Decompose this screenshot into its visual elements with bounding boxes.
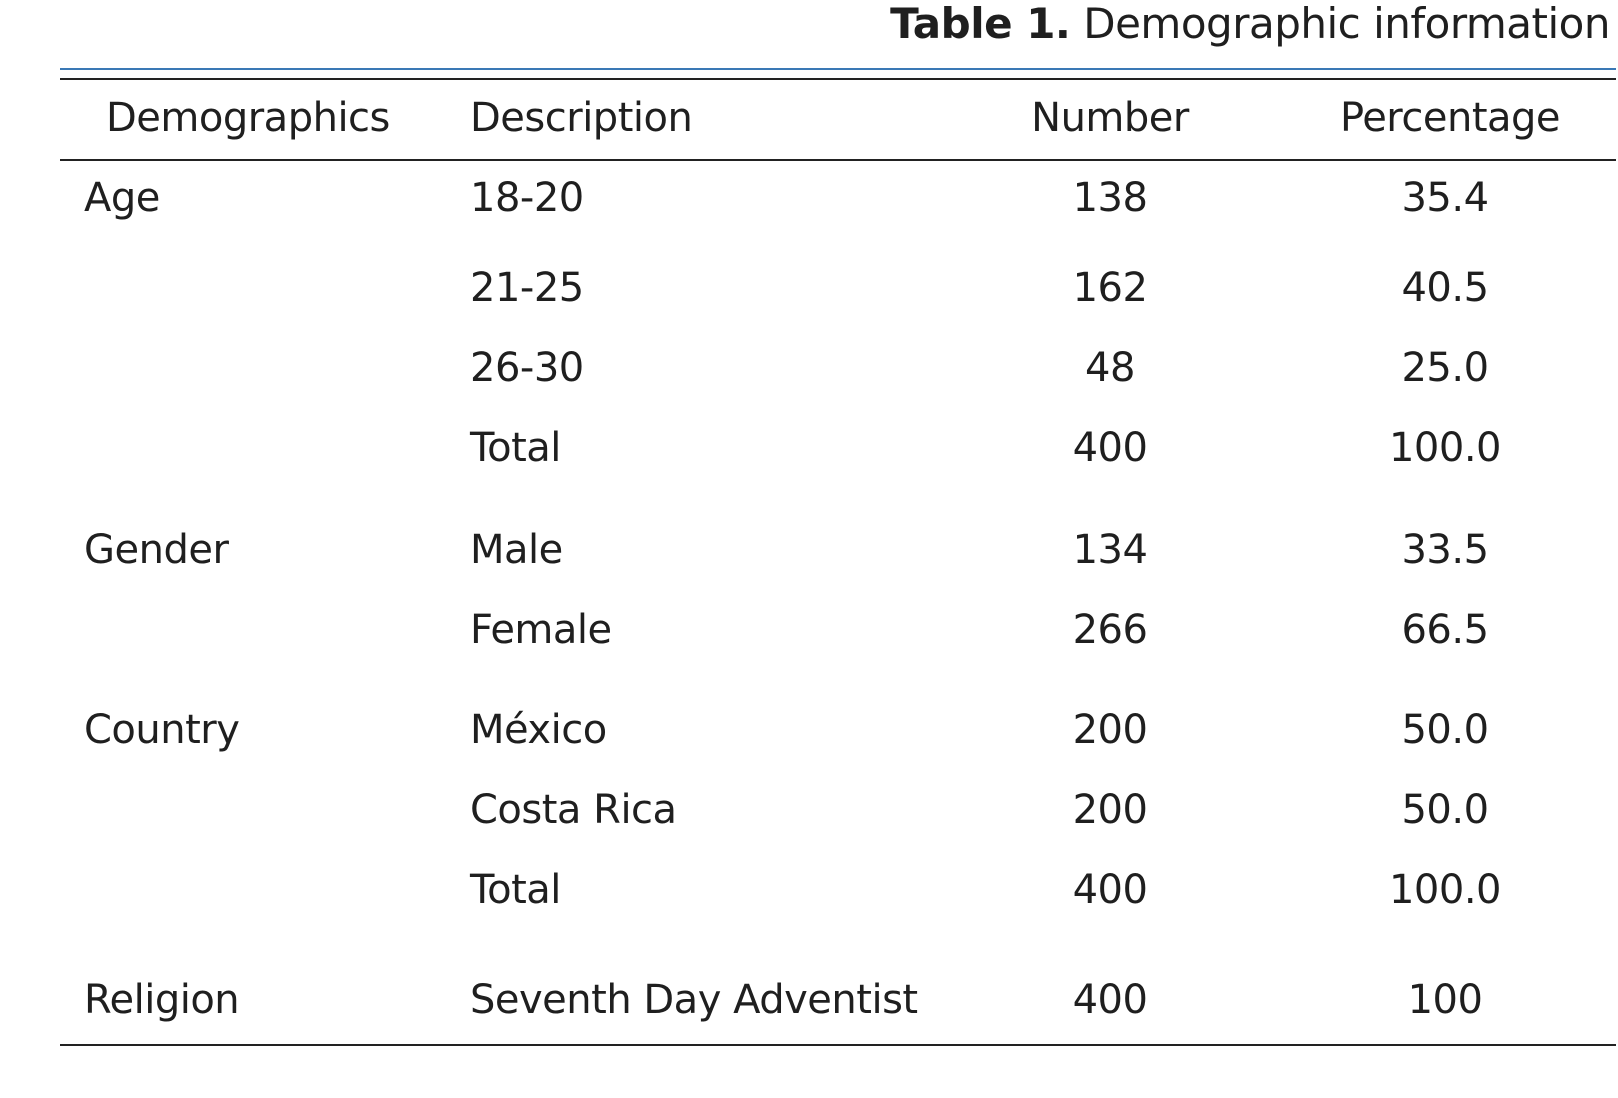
number-cell: 400 <box>1072 977 1148 1023</box>
percentage-cell: 100.0 <box>1388 867 1502 913</box>
header-description: Description <box>470 95 693 141</box>
number-cell: 138 <box>1072 175 1148 221</box>
description-cell: 18-20 <box>470 175 584 221</box>
number-cell: 400 <box>1072 867 1148 913</box>
percentage-cell: 35.4 <box>1401 175 1489 221</box>
description-cell: Female <box>470 607 612 653</box>
table-caption: Table 1. Demographic information <box>890 0 1610 48</box>
percentage-cell: 100.0 <box>1388 425 1502 471</box>
header-number: Number <box>1031 95 1189 141</box>
percentage-cell: 100 <box>1407 977 1483 1023</box>
header-demographics: Demographics <box>106 95 390 141</box>
percentage-cell: 40.5 <box>1401 265 1489 311</box>
percentage-cell: 25.0 <box>1401 345 1489 391</box>
number-cell: 200 <box>1072 787 1148 833</box>
number-cell: 48 <box>1085 345 1135 391</box>
demographic-cell: Gender <box>84 527 229 573</box>
number-cell: 200 <box>1072 707 1148 753</box>
description-cell: Seventh Day Adventist <box>470 977 918 1023</box>
table-header-rule <box>60 159 1616 161</box>
accent-rule <box>60 68 1616 70</box>
description-cell: Costa Rica <box>470 787 677 833</box>
number-cell: 134 <box>1072 527 1148 573</box>
caption-title: Demographic information <box>1083 0 1610 48</box>
demographic-cell: Age <box>84 175 160 221</box>
description-cell: México <box>470 707 607 753</box>
description-cell: Total <box>470 867 561 913</box>
demographic-cell: Country <box>84 707 240 753</box>
caption-label: Table 1. <box>890 0 1071 48</box>
description-cell: Total <box>470 425 561 471</box>
table-top-rule <box>60 78 1616 80</box>
number-cell: 162 <box>1072 265 1148 311</box>
table-bottom-rule <box>60 1044 1616 1046</box>
percentage-cell: 50.0 <box>1401 787 1489 833</box>
description-cell: 21-25 <box>470 265 584 311</box>
percentage-cell: 50.0 <box>1401 707 1489 753</box>
demographic-cell: Religion <box>84 977 240 1023</box>
header-percentage: Percentage <box>1340 95 1561 141</box>
number-cell: 266 <box>1072 607 1148 653</box>
percentage-cell: 66.5 <box>1401 607 1489 653</box>
description-cell: Male <box>470 527 563 573</box>
description-cell: 26-30 <box>470 345 584 391</box>
number-cell: 400 <box>1072 425 1148 471</box>
percentage-cell: 33.5 <box>1401 527 1489 573</box>
